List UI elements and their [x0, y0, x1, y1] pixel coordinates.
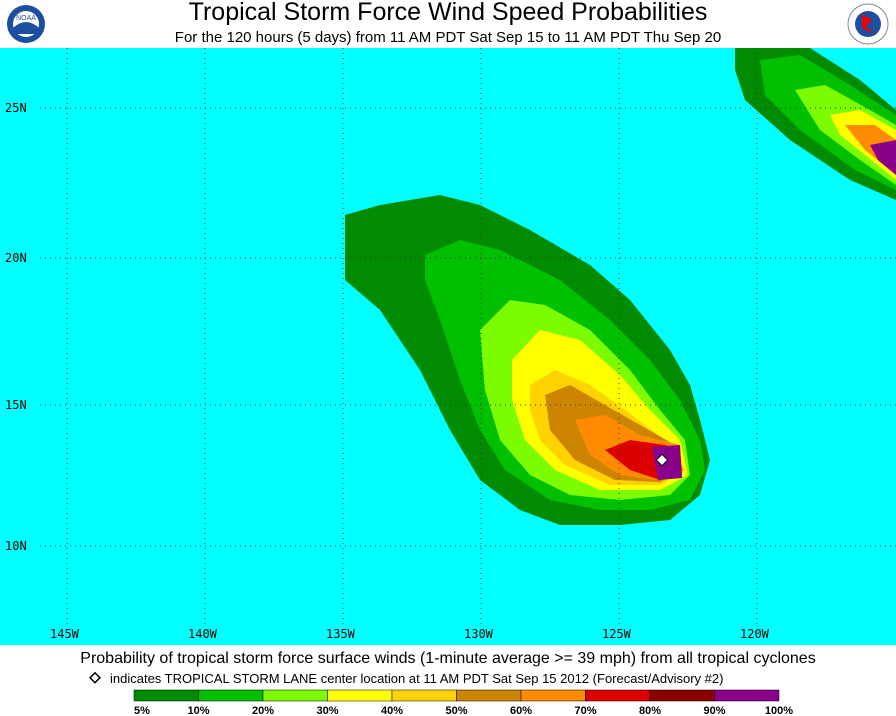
- subtitle: For the 120 hours (5 days) from 11 AM PD…: [175, 29, 721, 46]
- note: indicates TROPICAL STORM LANE center loc…: [110, 671, 723, 686]
- caption: Probability of tropical storm force surf…: [80, 650, 815, 667]
- legend-label: 5%: [134, 705, 150, 716]
- legend-swatch: [262, 689, 328, 702]
- legend-label: 70%: [574, 705, 596, 716]
- legend-label: 50%: [445, 705, 467, 716]
- map: 25N 20N 15N 10N 145W 140W 135W 130W 125W 120W: [0, 48, 896, 645]
- lat-label: 25N: [5, 101, 27, 115]
- legend-label: 30%: [316, 705, 338, 716]
- legend-label: 100%: [765, 705, 793, 716]
- lon-label: 130W: [464, 627, 494, 641]
- legend-label: 90%: [703, 705, 725, 716]
- legend-swatch: [198, 689, 264, 702]
- legend-label: 10%: [187, 705, 209, 716]
- legend: 5% 10% 20% 30% 40% 50% 60% 70% 80% 90% 100%: [133, 689, 793, 716]
- lon-label: 135W: [326, 627, 356, 641]
- legend-label: 20%: [252, 705, 274, 716]
- legend-swatch: [714, 689, 780, 702]
- legend-label: 60%: [510, 705, 532, 716]
- lon-label: 125W: [602, 627, 632, 641]
- legend-swatch: [456, 689, 522, 702]
- title: Tropical Storm Force Wind Speed Probabil…: [189, 0, 708, 26]
- lat-label: 10N: [5, 539, 27, 553]
- lon-label: 145W: [50, 627, 80, 641]
- noaa-logo: NOAA: [7, 5, 45, 43]
- legend-swatch: [649, 689, 715, 702]
- legend-label: 80%: [639, 705, 661, 716]
- legend-swatch: [391, 689, 457, 702]
- lat-label: 15N: [5, 398, 27, 412]
- nws-logo: [847, 3, 889, 45]
- legend-swatch: [327, 689, 393, 702]
- lat-label: 20N: [5, 251, 27, 265]
- legend-label: 40%: [381, 705, 403, 716]
- logo-text: NOAA: [16, 15, 36, 22]
- legend-swatch: [585, 689, 651, 702]
- legend-swatch: [520, 689, 586, 702]
- lon-label: 140W: [188, 627, 218, 641]
- legend-swatch: [133, 689, 199, 702]
- lon-label: 120W: [740, 627, 770, 641]
